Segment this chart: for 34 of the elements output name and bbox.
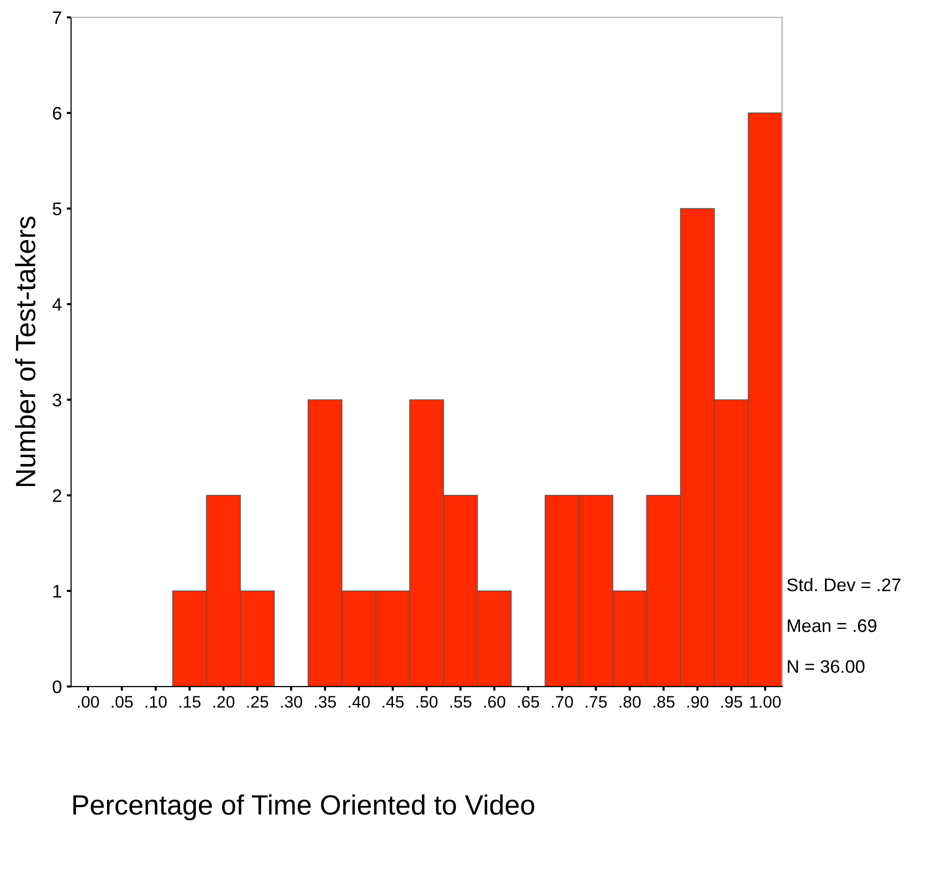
x-tick-label: .10 <box>146 696 167 708</box>
y-tick-label: 3 <box>52 394 62 406</box>
y-tick-label: 7 <box>52 12 62 24</box>
x-tick-label: .55 <box>450 696 472 708</box>
x-tick-label: .90 <box>687 696 708 708</box>
x-tick-label: .60 <box>484 696 506 708</box>
x-tick-label: .25 <box>247 696 268 708</box>
x-tick-label: .95 <box>721 696 742 708</box>
x-tick-label: .35 <box>314 696 336 708</box>
x-tick-label: .45 <box>382 696 404 708</box>
text: Mean = .69 <box>788 619 876 632</box>
x-tick-label: .15 <box>180 696 200 708</box>
y-tick-label: 4 <box>52 298 62 311</box>
x-tick-label: .65 <box>518 696 540 708</box>
x-tick-label: .20 <box>213 696 234 708</box>
y-tick-label: 0 <box>52 680 62 694</box>
y-tick-label: 2 <box>52 489 62 502</box>
x-tick-label: .85 <box>654 696 674 708</box>
y-axis-title: Number of Test-takers <box>15 216 36 486</box>
x-tick-label: .80 <box>620 696 641 708</box>
text: N = 36.00 <box>788 660 864 673</box>
x-tick-label: 1.00 <box>750 696 781 708</box>
x-axis-title: Percentage of Time Oriented to Video <box>73 794 534 820</box>
y-tick-label: 6 <box>52 106 62 120</box>
x-tick-label: .70 <box>552 696 573 708</box>
x-tick-label: .30 <box>281 696 302 708</box>
y-tick-label: 5 <box>52 202 62 216</box>
x-tick-label: .05 <box>112 696 133 708</box>
x-tick-label: .75 <box>586 696 607 708</box>
y-tick-label: 1 <box>53 585 62 598</box>
x-tick-label: .50 <box>416 696 438 708</box>
x-tick-label: .40 <box>348 696 370 708</box>
x-tick-label: .00 <box>78 696 99 708</box>
text: Std. Dev = .27 <box>787 578 900 592</box>
